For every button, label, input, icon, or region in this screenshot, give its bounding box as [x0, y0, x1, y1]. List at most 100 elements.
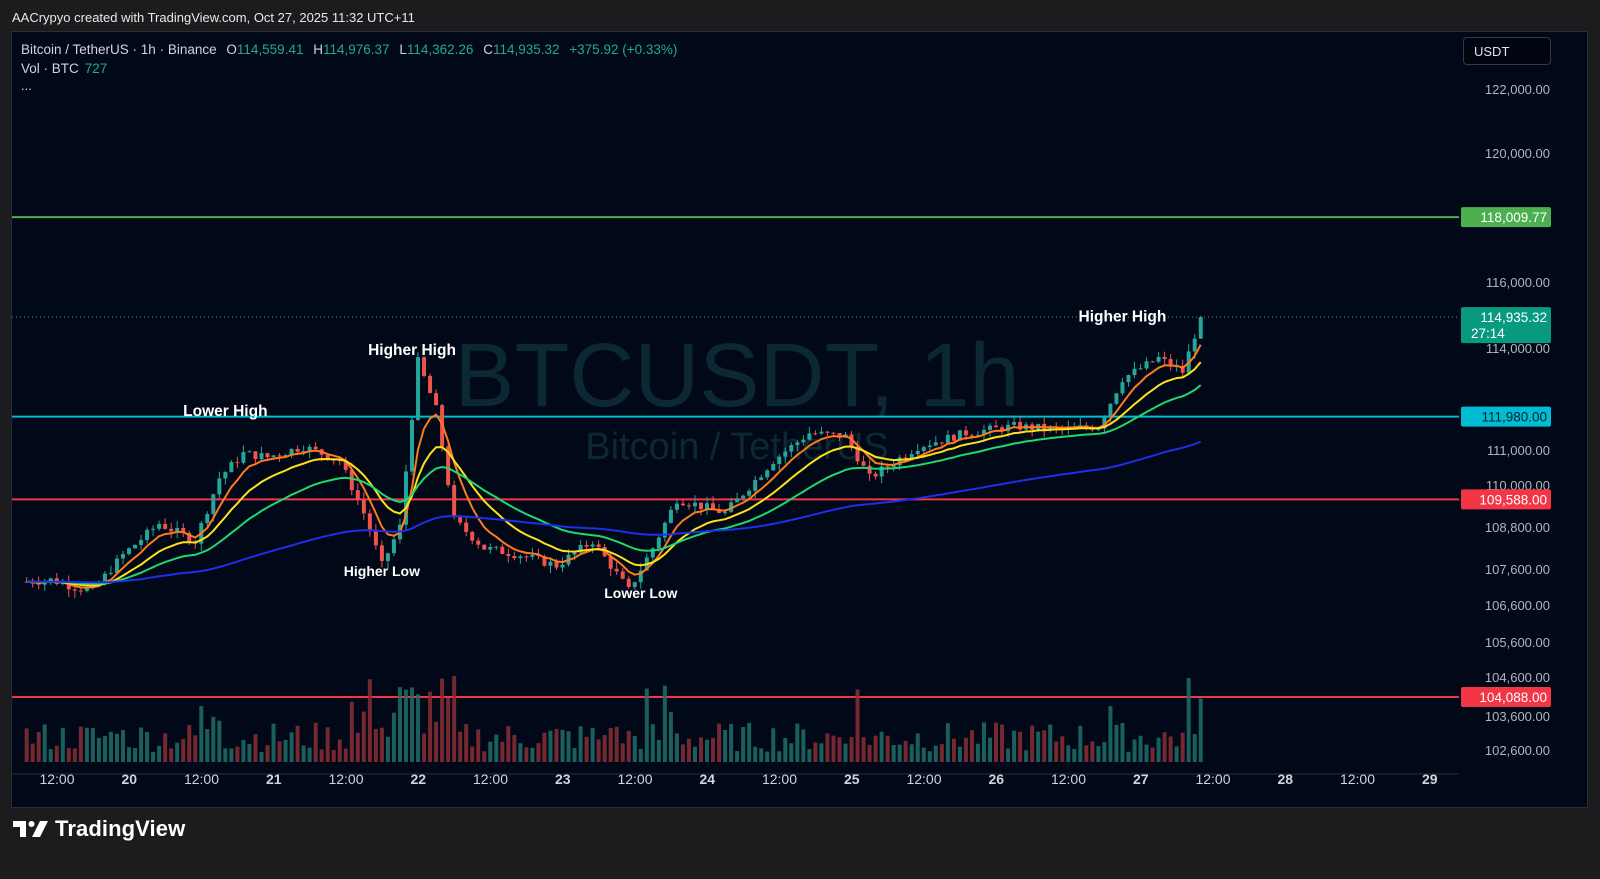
candle[interactable]	[578, 540, 583, 556]
candle[interactable]	[379, 540, 384, 568]
candle[interactable]	[247, 450, 252, 453]
candle[interactable]	[662, 521, 667, 543]
candle[interactable]	[512, 551, 517, 561]
candle[interactable]	[72, 585, 77, 599]
candle[interactable]	[867, 459, 872, 481]
candle[interactable]	[765, 469, 770, 480]
candle[interactable]	[620, 567, 625, 580]
candle[interactable]	[692, 495, 697, 513]
candle[interactable]	[783, 447, 788, 464]
candle[interactable]	[181, 523, 186, 538]
candle[interactable]	[253, 451, 258, 464]
candle[interactable]	[777, 454, 782, 471]
candle[interactable]	[819, 426, 824, 436]
candle[interactable]	[488, 543, 493, 554]
candle[interactable]	[951, 433, 956, 443]
candle[interactable]	[981, 424, 986, 441]
candle[interactable]	[626, 576, 631, 589]
candle[interactable]	[24, 577, 29, 583]
candle[interactable]	[169, 522, 174, 539]
candle[interactable]	[1012, 415, 1017, 427]
candle[interactable]	[729, 497, 734, 513]
candle[interactable]	[650, 547, 655, 562]
candle[interactable]	[506, 548, 511, 563]
candle[interactable]	[759, 474, 764, 481]
candle[interactable]	[385, 552, 390, 569]
candle[interactable]	[674, 499, 679, 514]
candle[interactable]	[771, 461, 776, 472]
candle[interactable]	[614, 561, 619, 575]
candle[interactable]	[482, 544, 487, 551]
candle[interactable]	[813, 430, 818, 436]
candle[interactable]	[373, 524, 378, 550]
candle[interactable]	[127, 547, 132, 556]
candle[interactable]	[361, 492, 366, 521]
candle[interactable]	[1162, 351, 1167, 366]
candle[interactable]	[217, 471, 222, 499]
candle[interactable]	[975, 431, 980, 436]
candle[interactable]	[741, 494, 746, 501]
candle[interactable]	[994, 420, 999, 428]
candle[interactable]	[680, 498, 685, 507]
candle[interactable]	[355, 483, 360, 506]
candle[interactable]	[403, 464, 408, 531]
candle[interactable]	[416, 352, 421, 422]
candle[interactable]	[283, 453, 288, 457]
candle[interactable]	[1198, 315, 1203, 340]
candle[interactable]	[139, 534, 144, 550]
candle[interactable]	[548, 557, 553, 574]
candle[interactable]	[1114, 392, 1119, 406]
candle[interactable]	[518, 554, 523, 564]
candle[interactable]	[193, 539, 198, 549]
candle[interactable]	[235, 456, 240, 469]
candle[interactable]	[668, 506, 673, 524]
candle[interactable]	[265, 452, 270, 460]
volume-label[interactable]: Vol · BTC	[21, 61, 79, 76]
candle[interactable]	[205, 511, 210, 528]
volume-legend[interactable]: Vol · BTC 727	[21, 61, 107, 76]
candle[interactable]	[133, 544, 138, 549]
candle[interactable]	[735, 492, 740, 503]
candle[interactable]	[861, 455, 866, 467]
candle[interactable]	[717, 504, 722, 514]
candle[interactable]	[632, 581, 637, 590]
price-chart[interactable]: BTCUSDT, 1h Bitcoin / TetherUS Lower Hig…	[12, 32, 1588, 808]
candle[interactable]	[114, 554, 119, 575]
candle[interactable]	[1150, 360, 1155, 363]
candle[interactable]	[560, 557, 565, 573]
candle[interactable]	[1126, 374, 1131, 387]
candle[interactable]	[391, 534, 396, 557]
candle[interactable]	[638, 562, 643, 589]
candle[interactable]	[686, 502, 691, 510]
currency-button[interactable]: USDT	[1463, 37, 1551, 65]
candle[interactable]	[1144, 357, 1149, 371]
candle[interactable]	[1156, 352, 1161, 364]
candle[interactable]	[452, 480, 457, 520]
candle[interactable]	[927, 440, 932, 452]
candle[interactable]	[1030, 422, 1035, 437]
candle[interactable]	[711, 496, 716, 510]
candle[interactable]	[464, 515, 469, 537]
candle[interactable]	[524, 554, 529, 562]
candle[interactable]	[343, 456, 348, 474]
candle[interactable]	[151, 525, 156, 537]
candle[interactable]	[476, 537, 481, 549]
candle[interactable]	[428, 373, 433, 394]
candle[interactable]	[1168, 354, 1173, 371]
candle[interactable]	[807, 426, 812, 441]
level-price-tag[interactable]: 109,588.00	[1461, 489, 1551, 510]
candle[interactable]	[223, 471, 228, 485]
candle[interactable]	[1120, 377, 1125, 396]
candle[interactable]	[410, 417, 414, 476]
candle[interactable]	[705, 496, 710, 515]
candle[interactable]	[1180, 359, 1185, 379]
level-price-tag[interactable]: 111,980.00	[1461, 406, 1551, 427]
candle[interactable]	[422, 356, 427, 378]
candle[interactable]	[590, 541, 595, 553]
candle[interactable]	[988, 423, 992, 437]
candle[interactable]	[1186, 344, 1191, 373]
candle[interactable]	[157, 520, 162, 531]
symbol-legend[interactable]: Bitcoin / TetherUS · 1h · Binance O114,5…	[21, 42, 677, 57]
candle[interactable]	[54, 573, 59, 586]
